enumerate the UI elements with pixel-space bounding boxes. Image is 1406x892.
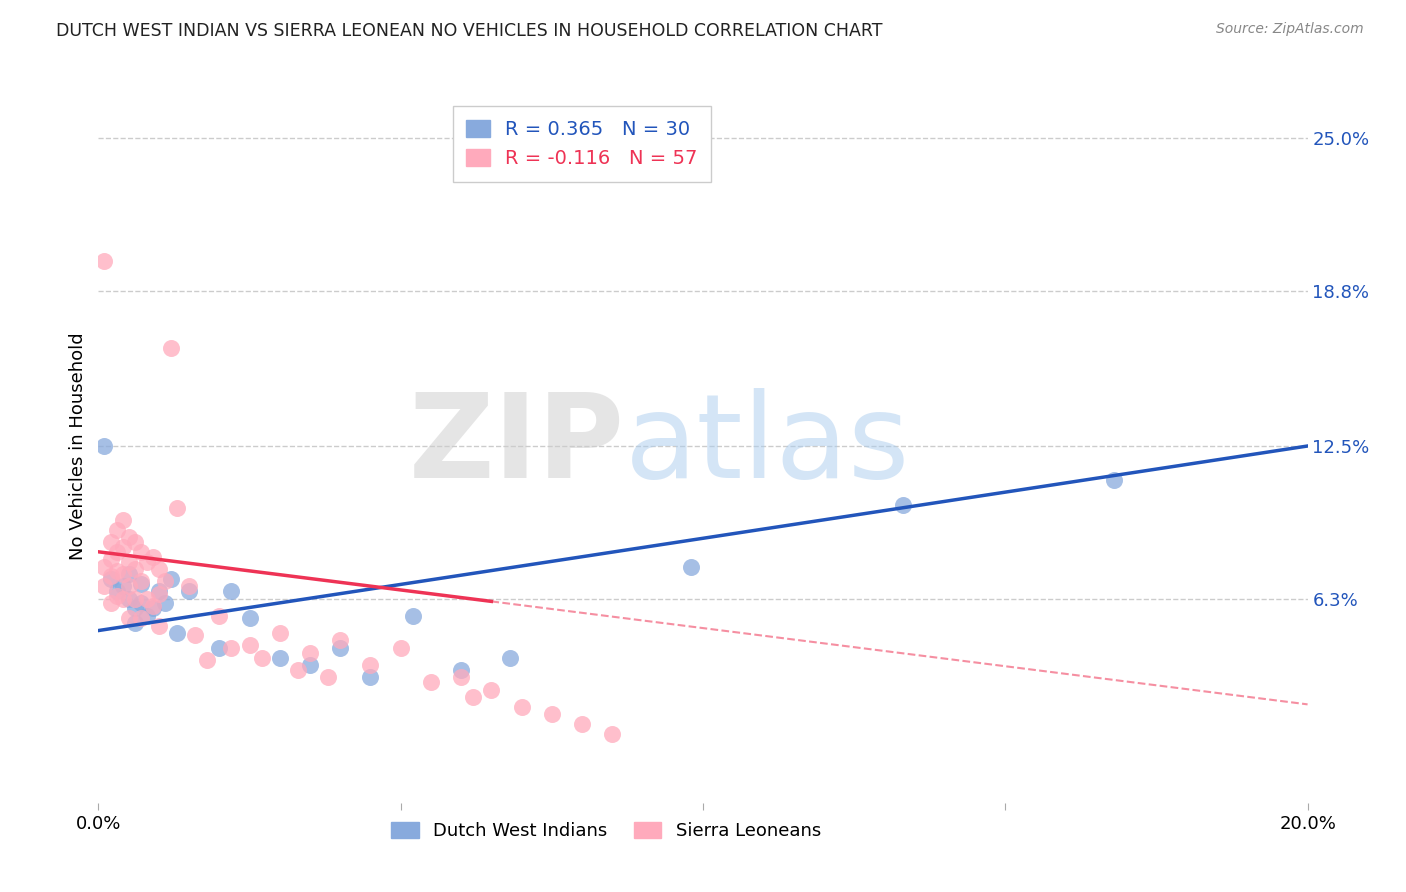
Text: Source: ZipAtlas.com: Source: ZipAtlas.com: [1216, 22, 1364, 37]
Point: [166, 500, 188, 515]
Point: [105, 565, 128, 579]
Point: [111, 566, 134, 581]
Point: [124, 535, 146, 549]
Point: [100, 535, 122, 549]
Point: [105, 584, 128, 599]
Point: [329, 640, 352, 655]
Point: [269, 650, 291, 665]
Point: [153, 574, 176, 589]
Point: [124, 601, 146, 615]
Text: atlas: atlas: [624, 389, 910, 503]
Point: [1102, 474, 1125, 488]
Point: [111, 579, 134, 593]
Point: [360, 658, 382, 673]
Point: [540, 707, 562, 722]
Point: [498, 650, 520, 665]
Point: [111, 591, 134, 606]
Point: [360, 670, 382, 684]
Point: [118, 611, 141, 625]
Point: [299, 658, 322, 673]
Point: [100, 572, 122, 586]
Point: [100, 569, 122, 583]
Point: [679, 559, 702, 574]
Point: [135, 555, 157, 569]
Point: [221, 584, 243, 599]
Point: [299, 646, 322, 660]
Point: [239, 638, 262, 652]
Point: [93, 254, 115, 268]
Point: [135, 591, 157, 606]
Point: [148, 562, 170, 576]
Point: [105, 545, 128, 559]
Point: [93, 439, 115, 453]
Point: [316, 670, 339, 684]
Point: [111, 513, 134, 527]
Point: [208, 640, 231, 655]
Y-axis label: No Vehicles in Household: No Vehicles in Household: [69, 332, 87, 560]
Point: [124, 591, 146, 606]
Point: [221, 640, 243, 655]
Point: [105, 523, 128, 537]
Point: [450, 663, 472, 677]
Point: [481, 682, 503, 697]
Point: [142, 599, 165, 613]
Point: [389, 640, 412, 655]
Point: [287, 663, 309, 677]
Point: [269, 626, 291, 640]
Point: [135, 608, 157, 623]
Point: [450, 670, 472, 684]
Point: [402, 608, 425, 623]
Point: [124, 562, 146, 576]
Point: [118, 591, 141, 606]
Point: [118, 579, 141, 593]
Point: [208, 608, 231, 623]
Point: [129, 597, 152, 611]
Point: [250, 650, 273, 665]
Point: [148, 584, 170, 599]
Point: [571, 717, 593, 731]
Point: [111, 540, 134, 554]
Point: [891, 498, 914, 512]
Point: [93, 579, 115, 593]
Point: [129, 611, 152, 625]
Point: [148, 618, 170, 632]
Legend: Dutch West Indians, Sierra Leoneans: Dutch West Indians, Sierra Leoneans: [384, 814, 828, 847]
Point: [129, 545, 152, 559]
Point: [124, 616, 146, 631]
Point: [93, 559, 115, 574]
Point: [329, 633, 352, 648]
Text: DUTCH WEST INDIAN VS SIERRA LEONEAN NO VEHICLES IN HOUSEHOLD CORRELATION CHART: DUTCH WEST INDIAN VS SIERRA LEONEAN NO V…: [56, 22, 883, 40]
Point: [179, 579, 201, 593]
Point: [153, 597, 176, 611]
Point: [142, 549, 165, 564]
Point: [179, 584, 201, 599]
Point: [142, 601, 165, 615]
Point: [100, 552, 122, 566]
Point: [129, 574, 152, 589]
Point: [100, 597, 122, 611]
Point: [160, 572, 183, 586]
Point: [239, 611, 262, 625]
Point: [118, 555, 141, 569]
Text: ZIP: ZIP: [408, 389, 624, 503]
Point: [463, 690, 485, 704]
Point: [420, 675, 443, 690]
Point: [184, 628, 207, 642]
Point: [166, 626, 188, 640]
Point: [118, 530, 141, 544]
Point: [510, 699, 533, 714]
Point: [129, 576, 152, 591]
Point: [195, 653, 218, 667]
Point: [118, 566, 141, 581]
Point: [602, 727, 624, 741]
Point: [148, 587, 170, 601]
Point: [105, 589, 128, 603]
Point: [160, 341, 183, 355]
